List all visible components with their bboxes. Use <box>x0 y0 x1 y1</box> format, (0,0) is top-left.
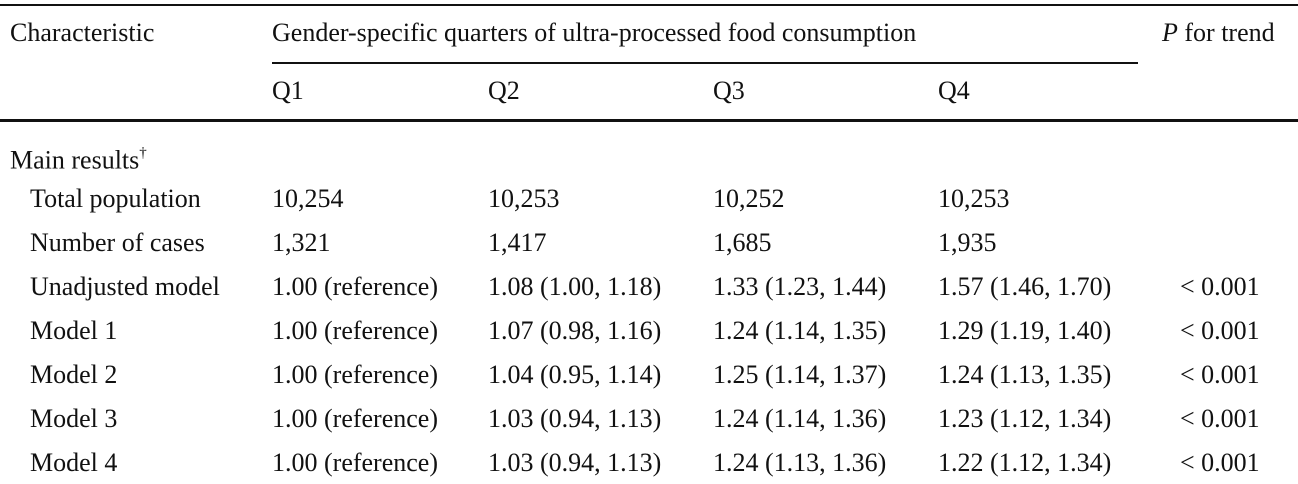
header-p-italic: P <box>1162 18 1178 47</box>
header-group-label-text: Gender-specific quarters of ultra-proces… <box>272 18 917 47</box>
cell-q4: 1.22 (1.12, 1.34) <box>938 448 1112 477</box>
header-group-label: Gender-specific quarters of ultra-proces… <box>272 18 916 48</box>
row-label: Model 4 <box>30 448 118 477</box>
cell-q2: 1.07 (0.98, 1.16) <box>488 316 662 345</box>
row-label: Number of cases <box>30 228 205 257</box>
header-bottom-rule <box>0 119 1298 122</box>
cell-trend: < 0.001 <box>1180 316 1260 345</box>
row-label: Total population <box>30 184 201 213</box>
header-characteristic-text: Characteristic <box>10 18 155 47</box>
section-label: Main results† <box>10 140 147 176</box>
cell-q4: 1.29 (1.19, 1.40) <box>938 316 1112 345</box>
cell-q2: 1.08 (1.00, 1.18) <box>488 272 662 301</box>
row-label: Model 1 <box>30 316 118 345</box>
header-p-for-trend: P for trend <box>1162 18 1275 48</box>
cell-trend: < 0.001 <box>1180 360 1260 389</box>
cell-q2: 1.03 (0.94, 1.13) <box>488 448 662 477</box>
header-q4: Q4 <box>938 76 970 105</box>
cell-q3: 1.24 (1.14, 1.36) <box>713 404 887 433</box>
cell-q4: 1.23 (1.12, 1.34) <box>938 404 1112 433</box>
cell-q1: 10,254 <box>272 184 344 213</box>
cell-q2: 10,253 <box>488 184 560 213</box>
header-p-rest: for trend <box>1177 18 1275 47</box>
row-label: Model 2 <box>30 360 118 389</box>
table-top-rule <box>0 4 1298 6</box>
cell-q3: 1.33 (1.23, 1.44) <box>713 272 887 301</box>
cell-q2: 1.03 (0.94, 1.13) <box>488 404 662 433</box>
cell-q3: 10,252 <box>713 184 785 213</box>
cell-q4: 10,253 <box>938 184 1010 213</box>
cell-q1: 1.00 (reference) <box>272 272 438 301</box>
section-label-text: Main results <box>10 145 140 175</box>
row-label: Model 3 <box>30 404 118 433</box>
header-q3: Q3 <box>713 76 745 105</box>
row-label: Unadjusted model <box>30 272 220 301</box>
cell-q2: 1.04 (0.95, 1.14) <box>488 360 662 389</box>
header-characteristic: Characteristic <box>10 18 154 48</box>
section-dagger-mark: † <box>139 145 147 161</box>
cell-q3: 1.24 (1.13, 1.36) <box>713 448 887 477</box>
header-q2: Q2 <box>488 76 520 105</box>
cell-trend: < 0.001 <box>1180 404 1260 433</box>
cell-q1: 1,321 <box>272 228 331 257</box>
cell-trend: < 0.001 <box>1180 448 1260 477</box>
cell-q4: 1.24 (1.13, 1.35) <box>938 360 1112 389</box>
cell-q1: 1.00 (reference) <box>272 360 438 389</box>
group-header-rule <box>272 62 1138 64</box>
cell-q1: 1.00 (reference) <box>272 316 438 345</box>
cell-q1: 1.00 (reference) <box>272 448 438 477</box>
cell-trend: < 0.001 <box>1180 272 1260 301</box>
cell-q3: 1.24 (1.14, 1.35) <box>713 316 887 345</box>
cell-q4: 1.57 (1.46, 1.70) <box>938 272 1112 301</box>
cell-q2: 1,417 <box>488 228 547 257</box>
cell-q4: 1,935 <box>938 228 997 257</box>
cell-q3: 1,685 <box>713 228 772 257</box>
header-q1: Q1 <box>272 76 304 105</box>
cell-q1: 1.00 (reference) <box>272 404 438 433</box>
cell-q3: 1.25 (1.14, 1.37) <box>713 360 887 389</box>
